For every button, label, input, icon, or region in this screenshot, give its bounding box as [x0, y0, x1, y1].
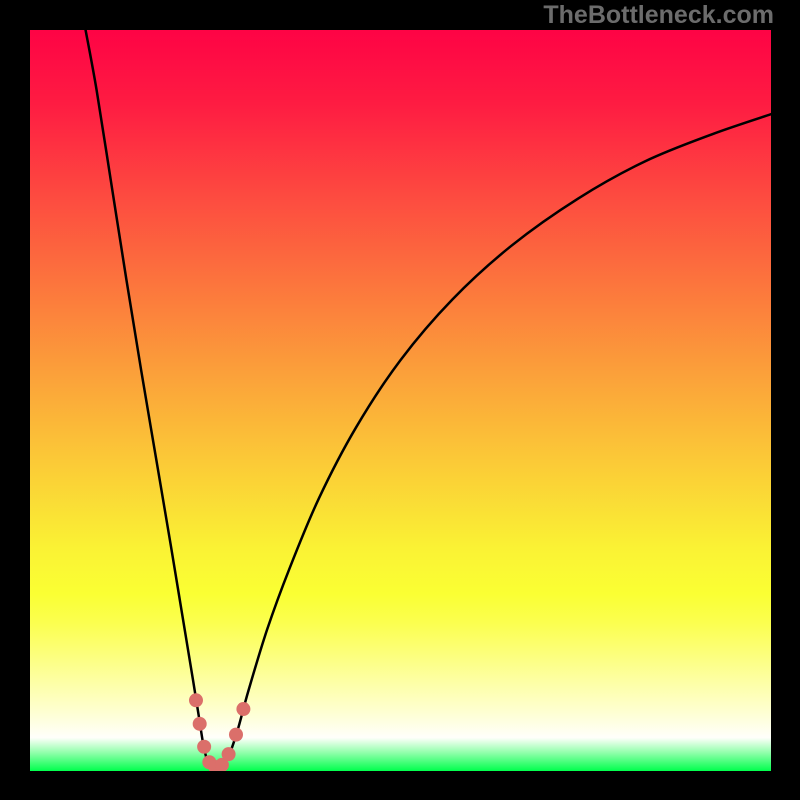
- dip-marker: [229, 728, 243, 742]
- dip-marker: [236, 702, 250, 716]
- watermark-text: TheBottleneck.com: [543, 1, 774, 30]
- bottleneck-curve: [86, 30, 771, 769]
- dip-marker: [222, 747, 236, 761]
- dip-marker: [193, 717, 207, 731]
- dip-marker: [197, 740, 211, 754]
- chart-overlay-svg: [0, 0, 800, 800]
- dip-marker: [189, 693, 203, 707]
